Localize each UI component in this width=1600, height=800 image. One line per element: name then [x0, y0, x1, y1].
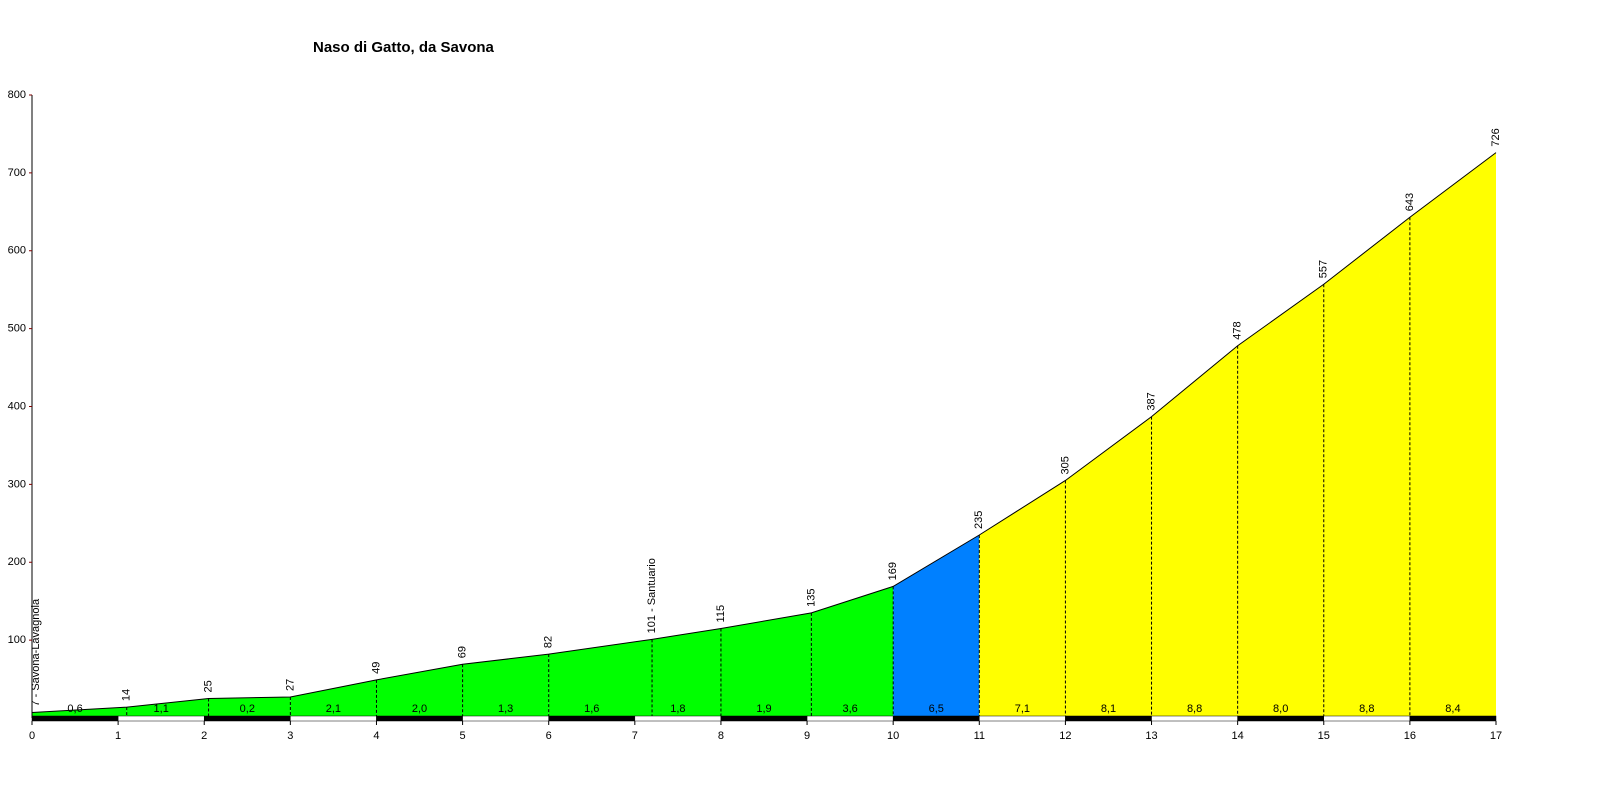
point-label: 25	[202, 680, 214, 692]
y-tick-label: 400	[8, 400, 26, 412]
point-label: 726	[1490, 128, 1502, 146]
profile-area	[548, 639, 653, 718]
km-strip	[548, 715, 636, 722]
x-tick-label: 14	[1232, 730, 1244, 742]
km-strip	[31, 715, 119, 722]
x-tick-label: 9	[804, 730, 810, 742]
profile-area	[979, 480, 1066, 718]
profile-area	[1323, 217, 1410, 719]
km-strip	[290, 715, 377, 722]
x-tick-label: 11	[974, 730, 985, 742]
profile-area	[376, 664, 463, 718]
profile-line	[31, 152, 1497, 714]
gradient-label: 6,5	[929, 703, 944, 715]
km-strip	[203, 715, 291, 722]
point-label: 101 - Santuario	[646, 558, 658, 633]
km-strip	[462, 715, 549, 722]
point-label: 305	[1059, 456, 1071, 474]
point-label: 169	[887, 562, 899, 580]
x-tick-label: 8	[718, 730, 724, 742]
profile-area	[720, 612, 812, 718]
point-label: 135	[805, 589, 817, 607]
y-tick-label: 600	[8, 245, 26, 257]
y-tick-label: 500	[8, 323, 26, 335]
km-strip	[1409, 715, 1497, 722]
point-label: 14	[121, 689, 133, 701]
gradient-label: 1,3	[498, 703, 513, 715]
profile-area	[208, 696, 291, 718]
gradient-label: 8,0	[1273, 703, 1288, 715]
y-tick-label: 800	[8, 89, 26, 101]
point-label: 49	[370, 662, 382, 674]
chart-title: Naso di Gatto, da Savona	[313, 39, 495, 56]
gradient-label: 8,8	[1187, 703, 1202, 715]
x-tick-label: 7	[632, 730, 638, 742]
km-strip	[1237, 715, 1325, 722]
x-tick-label: 3	[287, 730, 293, 742]
gradient-label: 1,8	[670, 703, 685, 715]
profile-area	[1409, 152, 1496, 718]
y-tick-label: 300	[8, 478, 26, 490]
km-strip	[376, 715, 463, 722]
point-label: 387	[1145, 392, 1157, 410]
profile-area	[126, 698, 209, 718]
gradient-label: 7,1	[1015, 703, 1030, 715]
point-label: 82	[543, 636, 555, 648]
profile-area	[811, 586, 894, 718]
gradient-label: 8,4	[1445, 703, 1460, 715]
y-tick-label: 200	[8, 556, 26, 568]
gradient-label: 1,1	[154, 703, 169, 715]
gradient-label: 1,9	[756, 703, 771, 715]
x-tick-label: 12	[1059, 730, 1071, 742]
point-label: 27	[284, 679, 296, 691]
profile-area	[1065, 416, 1152, 718]
km-strip	[979, 715, 1066, 722]
km-strip	[806, 715, 894, 722]
point-label: 478	[1232, 321, 1244, 339]
profile-area	[893, 534, 980, 718]
profile-area	[1151, 345, 1238, 718]
x-tick-label: 6	[546, 730, 552, 742]
x-tick-label: 16	[1404, 730, 1416, 742]
x-tick-label: 17	[1490, 730, 1502, 742]
point-label: 235	[973, 511, 985, 529]
x-tick-label: 5	[460, 730, 466, 742]
km-strip	[892, 715, 980, 722]
gradient-label: 0,2	[240, 703, 255, 715]
gradient-label: 3,6	[842, 703, 857, 715]
profile-area	[32, 707, 127, 718]
point-label: 69	[456, 646, 468, 658]
x-tick-label: 15	[1318, 730, 1330, 742]
gradient-label: 2,0	[412, 703, 427, 715]
x-tick-label: 0	[29, 730, 35, 742]
point-label: 115	[715, 605, 727, 623]
km-strip	[117, 715, 205, 722]
km-strip	[1151, 715, 1238, 722]
profile-area	[652, 628, 721, 718]
profile-area	[462, 654, 549, 718]
point-label: 643	[1404, 193, 1416, 211]
km-strip	[720, 715, 808, 722]
x-tick-label: 4	[373, 730, 379, 742]
x-tick-label: 13	[1145, 730, 1157, 742]
gradient-label: 0,6	[67, 703, 82, 715]
profile-area	[1237, 284, 1324, 718]
km-strip	[1323, 715, 1411, 722]
gradient-label: 8,8	[1359, 703, 1374, 715]
y-tick-label: 100	[8, 634, 26, 646]
point-label: 7 - Savona-Lavagnola	[30, 598, 42, 707]
x-tick-label: 2	[201, 730, 207, 742]
km-strip	[634, 715, 722, 722]
profile-area	[290, 679, 377, 718]
gradient-label: 2,1	[326, 703, 341, 715]
gradient-label: 1,6	[584, 703, 599, 715]
km-strip	[1065, 715, 1152, 722]
x-tick-label: 1	[115, 730, 121, 742]
gradient-label: 8,1	[1101, 703, 1116, 715]
point-label: 557	[1318, 260, 1330, 278]
y-tick-label: 700	[8, 167, 26, 179]
x-tick-label: 10	[887, 730, 899, 742]
